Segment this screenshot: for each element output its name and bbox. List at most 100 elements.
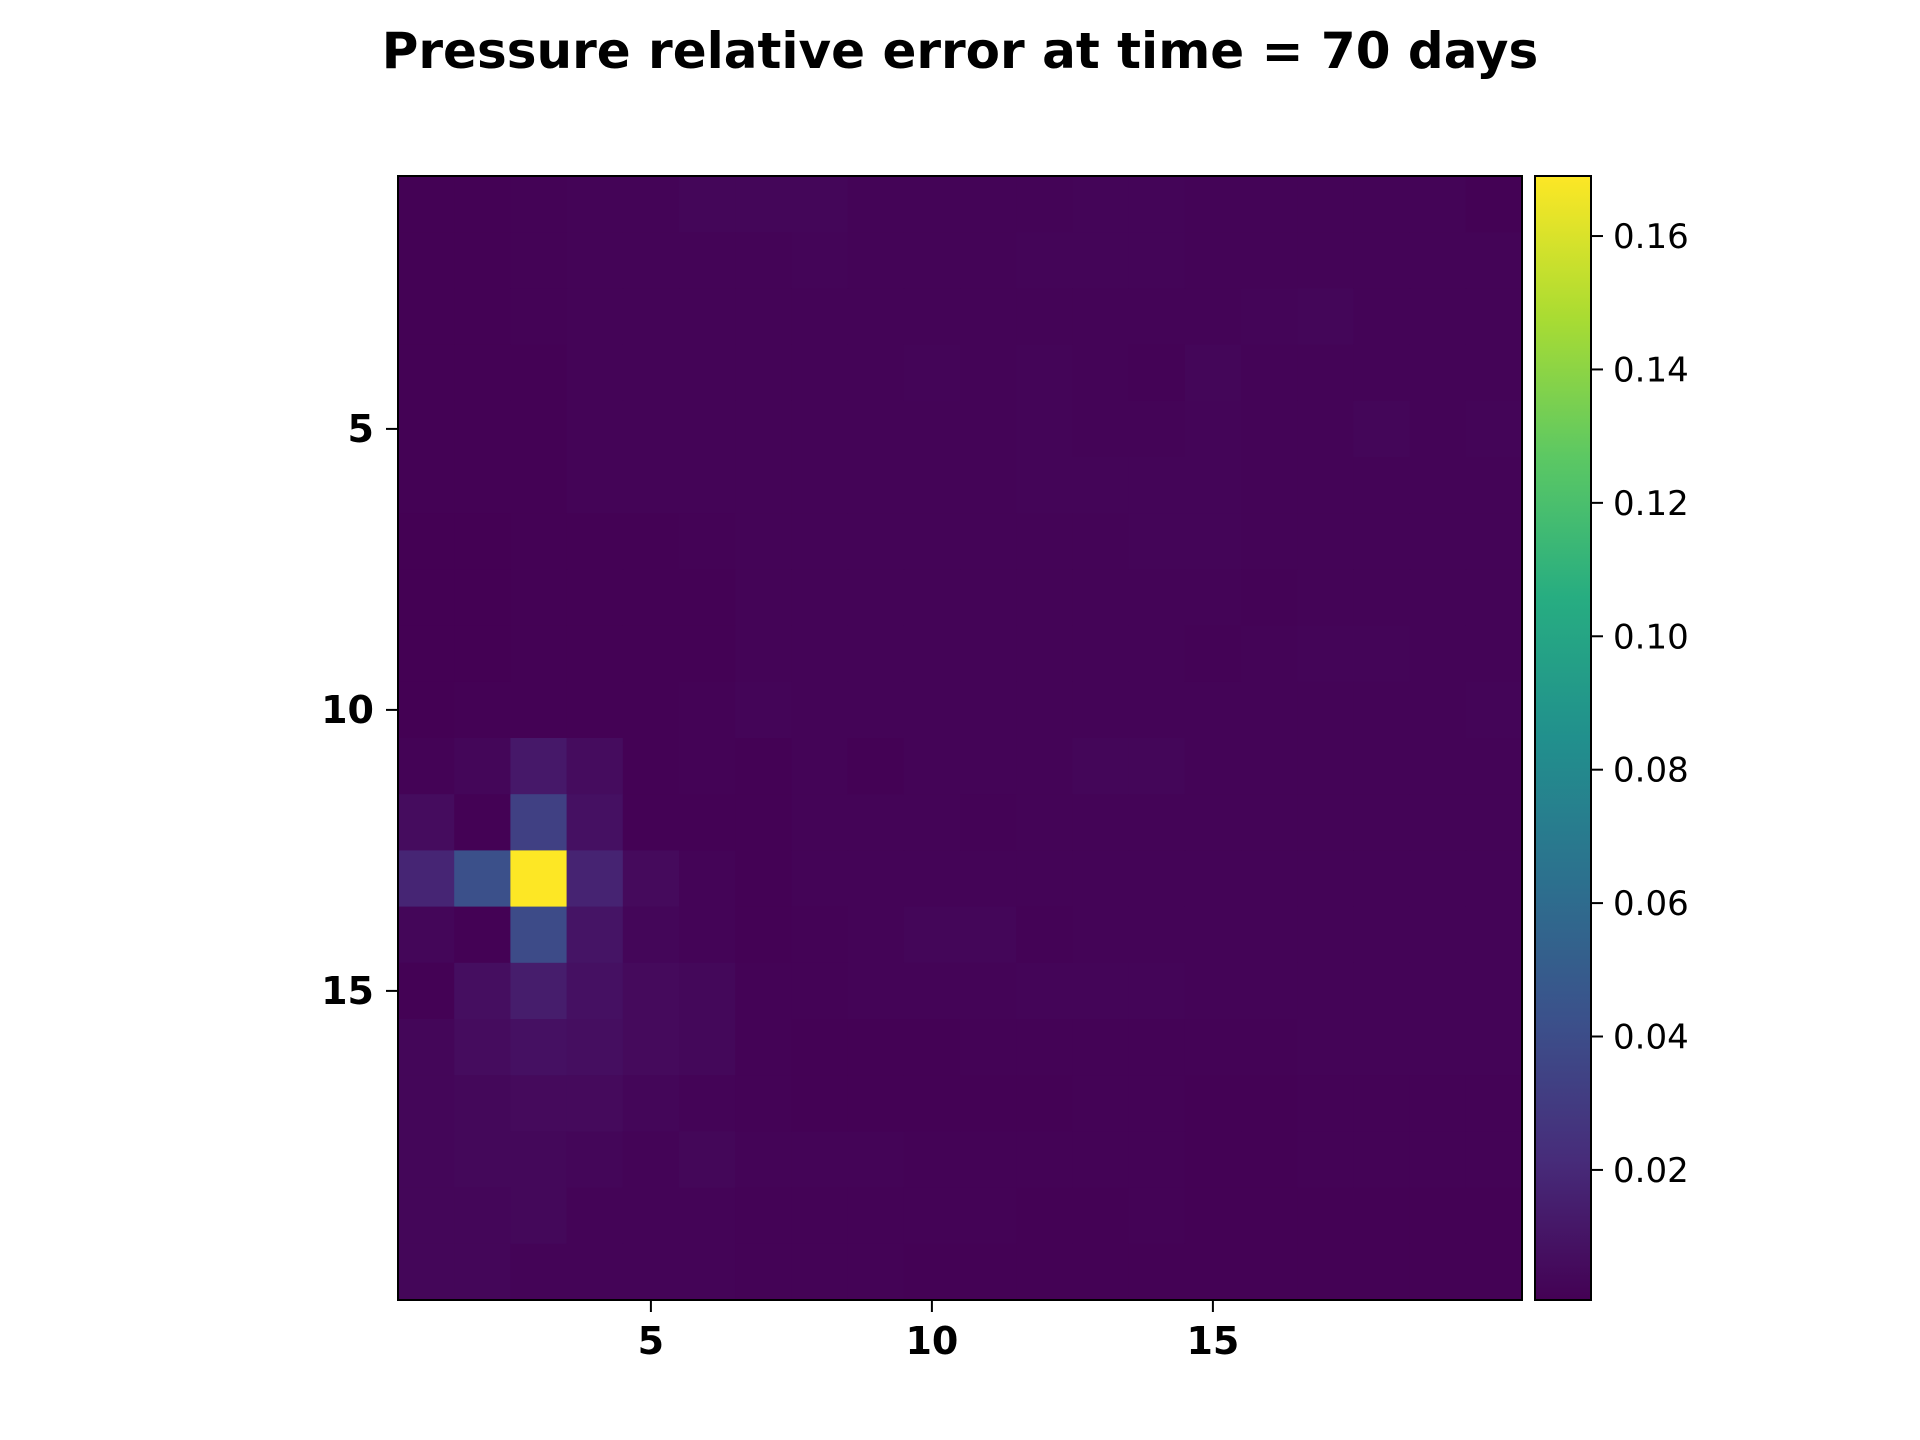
heatmap-cell [1184,1075,1242,1132]
heatmap-cell [1072,1187,1130,1245]
heatmap-cell [398,513,455,570]
colorbar [1534,175,1592,1301]
heatmap-cell [566,1019,624,1076]
heatmap-cell [510,1187,568,1245]
heatmap-cell [903,1131,961,1189]
heatmap-cell [1353,681,1411,739]
heatmap-cell [735,962,792,1020]
heatmap-cell [1072,457,1130,514]
heatmap-cell [1184,1243,1242,1301]
heatmap-cell [791,1075,849,1132]
heatmap-cell [622,1131,680,1189]
heatmap-cell [566,681,624,739]
heatmap-cell [622,794,680,851]
heatmap-cell [1241,400,1298,458]
heatmap-cell [960,850,1017,908]
heatmap-cell [1184,906,1242,964]
heatmap-cell [1016,850,1073,908]
heatmap-cell [847,344,905,402]
heatmap-cell [1409,1075,1467,1132]
heatmap-cell [679,1187,736,1245]
heatmap-cell [1241,738,1298,795]
heatmap-cell [1128,232,1186,289]
heatmap-cell [791,794,849,851]
heatmap-cell [1241,344,1298,402]
heatmap-cell [847,1243,905,1301]
colorbar-ticks: 0.02 0.04 0.06 0.08 0.10 0.12 0.14 0.16 [1591,217,1689,1191]
heatmap-cell [1128,738,1186,795]
heatmap-cell [847,681,905,739]
heatmap-cell [454,1243,511,1301]
heatmap-cell [735,1187,792,1245]
heatmap-cell [1409,513,1467,570]
heatmap-cell [1241,794,1298,851]
heatmap-cell [960,625,1017,683]
heatmap-cell [1465,400,1523,458]
heatmap-cells [398,176,1523,1301]
heatmap-cell [960,1243,1017,1301]
heatmap-cell [1072,962,1130,1020]
heatmap-cell [1072,906,1130,964]
heatmap-cell [1184,1019,1242,1076]
heatmap-cell [510,906,568,964]
heatmap-cell [1128,906,1186,964]
heatmap-cell [454,962,511,1020]
heatmap-cell [1128,1243,1186,1301]
heatmap-cell [510,681,568,739]
heatmap-cell [454,794,511,851]
heatmap-cell [1297,625,1354,683]
heatmap-cell [566,457,624,514]
heatmap-cell [566,288,624,346]
heatmap-cell [1016,962,1073,1020]
heatmap-cell [791,738,849,795]
heatmap-cell [510,457,568,514]
heatmap-cell [679,288,736,346]
heatmap-cell [1241,1019,1298,1076]
heatmap-cell [735,569,792,627]
heatmap-cell [735,1019,792,1076]
heatmap-cell [847,569,905,627]
heatmap-cell [1072,513,1130,570]
heatmap-cell [679,232,736,289]
heatmap-cell [1128,344,1186,402]
heatmap-cell [1241,288,1298,346]
heatmap-cell [735,850,792,908]
heatmap-cell [1184,962,1242,1020]
heatmap-cell [510,176,568,233]
heatmap-cell [454,625,511,683]
y-tick-label: 5 [348,407,374,451]
heatmap-cell [454,681,511,739]
heatmap-cell [1128,176,1186,233]
colorbar-tick-label: 0.04 [1613,1018,1689,1058]
heatmap-cell [1465,1075,1523,1132]
colorbar-tick-label: 0.08 [1613,751,1689,791]
heatmap-cell [903,513,961,570]
heatmap-cell [1465,288,1523,346]
heatmap-cell [679,1243,736,1301]
heatmap-cell [622,1243,680,1301]
heatmap-cell [1016,176,1073,233]
heatmap-cell [903,288,961,346]
heatmap-cell [1072,569,1130,627]
heatmap-cell [1128,1187,1186,1245]
heatmap-cell [1016,513,1073,570]
heatmap-cell [960,906,1017,964]
heatmap-cell [735,1075,792,1132]
heatmap-cell [1353,176,1411,233]
heatmap-cell [1072,1075,1130,1132]
heatmap-cell [622,962,680,1020]
colorbar-tick-label: 0.16 [1613,217,1689,257]
heatmap-cell [398,794,455,851]
heatmap-cell [735,288,792,346]
heatmap-cell [1184,400,1242,458]
heatmap-cell [791,1131,849,1189]
heatmap-cell [398,232,455,289]
heatmap-cell [1184,344,1242,402]
heatmap-cell [1353,513,1411,570]
heatmap-cell [679,176,736,233]
heatmap-cell [903,794,961,851]
heatmap-cell [454,1019,511,1076]
heatmap-cell [1184,681,1242,739]
heatmap-cell [1016,232,1073,289]
heatmap-cell [566,400,624,458]
